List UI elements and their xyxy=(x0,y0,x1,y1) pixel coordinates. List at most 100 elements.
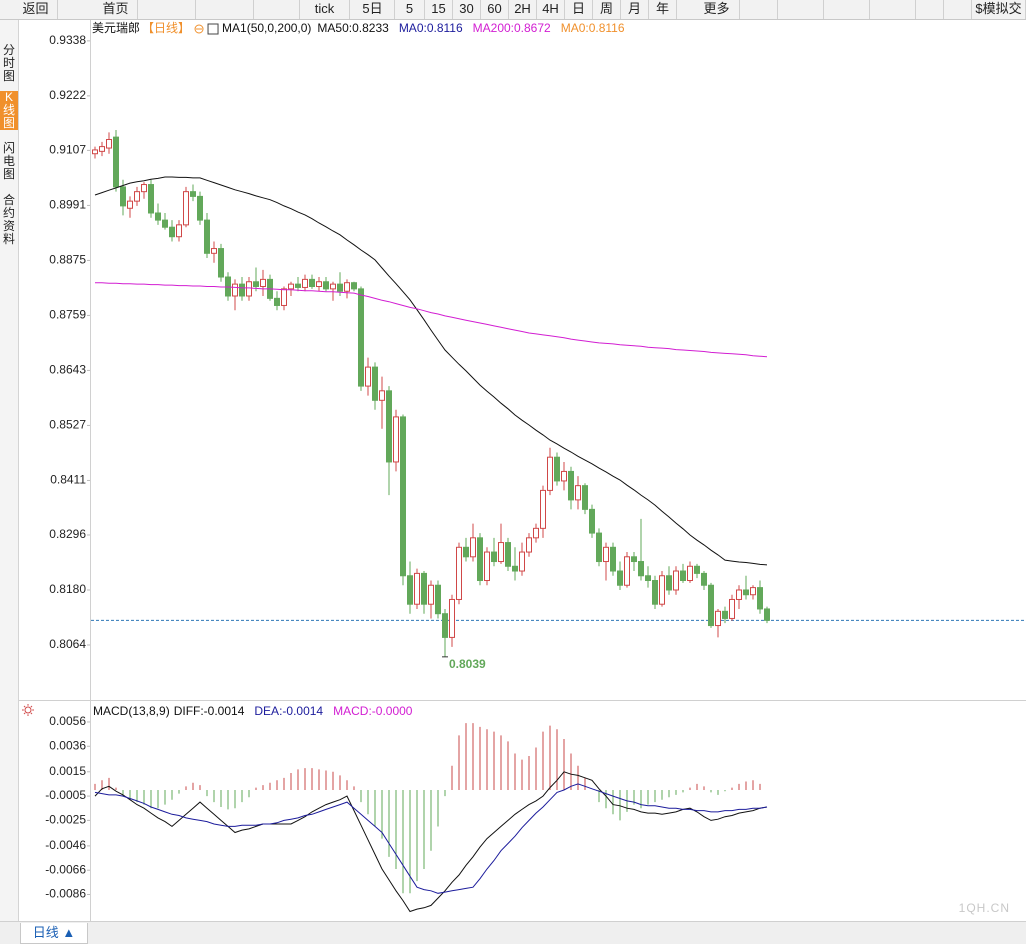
toolbar-icon-button[interactable] xyxy=(916,0,944,19)
toolbar-button[interactable]: 日 xyxy=(565,0,593,19)
candle-body xyxy=(372,366,378,401)
y-tick-label: 0.9338 xyxy=(49,33,86,47)
candle-body xyxy=(106,138,112,149)
candle-body xyxy=(190,191,196,197)
toolbar-icon-button[interactable] xyxy=(778,0,824,19)
toolbar-icon-button[interactable] xyxy=(944,0,972,19)
toolbar-button[interactable]: 月 xyxy=(621,0,649,19)
toolbar-button[interactable]: 年 xyxy=(649,0,677,19)
y-tick-label: 0.8991 xyxy=(49,198,86,212)
candle-body xyxy=(309,278,315,287)
candle-body xyxy=(624,556,630,586)
candle-body xyxy=(512,565,518,572)
toolbar-button[interactable]: 60 xyxy=(481,0,509,19)
toolbar-button[interactable]: 15 xyxy=(425,0,453,19)
y-tick-label: 0.8759 xyxy=(49,308,86,322)
candle-body xyxy=(120,186,126,207)
legend-entry: MA0:0.8116 xyxy=(561,21,625,35)
candle-body xyxy=(561,470,567,482)
sidebar-tab[interactable]: 闪电图 xyxy=(3,141,16,181)
macd-line xyxy=(94,783,768,894)
candle-body xyxy=(134,191,140,202)
candle-body xyxy=(414,572,420,605)
candle-body xyxy=(162,219,168,228)
candle-body xyxy=(477,537,483,582)
candle-body xyxy=(330,283,336,290)
candle-body xyxy=(253,281,259,287)
candle-body xyxy=(610,546,616,572)
toolbar-button[interactable]: 5日 xyxy=(351,0,395,19)
toolbar-icon-button[interactable] xyxy=(870,0,916,19)
toolbar-button[interactable]: 30 xyxy=(453,0,481,19)
candle-body xyxy=(400,416,406,577)
low-label: 0.8039 xyxy=(449,657,486,671)
toolbar-button[interactable]: $模拟交 xyxy=(972,0,1026,19)
toolbar-button[interactable]: 返回 xyxy=(0,0,58,19)
y-tick-label: 0.8064 xyxy=(49,637,86,651)
sidebar-tab[interactable]: K线图 xyxy=(0,91,18,130)
candle-body xyxy=(715,610,721,627)
y-tick-label: -0.0025 xyxy=(45,813,86,827)
candle-body xyxy=(169,226,175,238)
y-tick-label: 0.0036 xyxy=(49,738,86,752)
toolbar-icon-button[interactable] xyxy=(254,0,300,19)
y-tick-label: 0.9222 xyxy=(49,88,86,102)
candle-body xyxy=(603,546,609,563)
toolbar-button[interactable]: 首页 xyxy=(80,0,138,19)
candle-body xyxy=(351,282,357,290)
candle-body xyxy=(666,575,672,591)
candle-body xyxy=(435,584,441,615)
y-tick-label: 0.8527 xyxy=(49,418,86,432)
candle-body xyxy=(533,527,539,539)
candle-body xyxy=(225,276,231,297)
candle-body xyxy=(197,195,203,221)
candle-body xyxy=(141,184,147,193)
candle-body xyxy=(659,575,665,605)
y-tick-label: 0.8411 xyxy=(50,473,86,487)
toolbar-button[interactable]: tick xyxy=(300,0,350,19)
toolbar-button[interactable]: 周 xyxy=(593,0,621,19)
candle-body xyxy=(92,149,98,155)
candle-body xyxy=(358,288,364,387)
toolbar-icon-button[interactable] xyxy=(138,0,196,19)
toolbar-button[interactable]: 5 xyxy=(395,0,425,19)
sidebar-tab[interactable]: 分时图 xyxy=(3,43,16,83)
y-tick-label: 0.0056 xyxy=(49,714,86,728)
watermark: 1QH.CN xyxy=(959,901,1010,915)
legend-entry: DEA:-0.0014 xyxy=(254,704,323,718)
toolbar-button[interactable]: 2H xyxy=(509,0,537,19)
candle-body xyxy=(428,584,434,605)
candle-body xyxy=(638,561,644,577)
period-label: 【日线】 xyxy=(142,21,190,35)
candle-body xyxy=(260,278,266,287)
period-tab[interactable]: 日线 ▲ xyxy=(20,923,88,944)
footer: 日线 ▲ xyxy=(0,921,1026,944)
y-tick-label: 0.0015 xyxy=(49,764,86,778)
y-tick-label: 0.9107 xyxy=(49,143,86,157)
candle-body xyxy=(393,416,399,463)
sidebar-tab[interactable]: 合约资料 xyxy=(3,193,16,246)
candle-body xyxy=(484,551,490,582)
candle-body xyxy=(722,610,728,619)
toolbar-icon-button[interactable] xyxy=(824,0,870,19)
ma-line xyxy=(95,282,768,358)
candle-body xyxy=(281,288,287,306)
toolbar-button[interactable]: 更多 xyxy=(680,0,740,19)
candle-body xyxy=(113,136,119,188)
ma-line xyxy=(94,176,768,566)
candle-body xyxy=(239,283,245,297)
candle-body xyxy=(547,456,553,491)
candle-body xyxy=(183,191,189,226)
candle-body xyxy=(680,570,686,582)
candle-body xyxy=(757,587,763,610)
toolbar-button[interactable]: 4H xyxy=(537,0,565,19)
toolbar-icon-button[interactable] xyxy=(196,0,254,19)
y-tick-label: -0.0005 xyxy=(45,788,86,802)
toolbar-icon-button[interactable] xyxy=(742,0,778,19)
candle-body xyxy=(708,584,714,627)
candle-body xyxy=(421,572,427,605)
candle-body xyxy=(218,248,224,278)
candle-body xyxy=(379,390,385,401)
y-tick-label: 0.8180 xyxy=(49,582,86,596)
